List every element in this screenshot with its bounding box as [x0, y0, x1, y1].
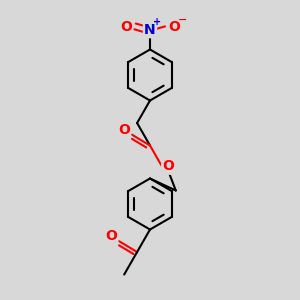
Text: O: O — [162, 160, 174, 173]
Text: −: − — [177, 14, 187, 25]
Text: +: + — [152, 16, 161, 27]
Text: O: O — [105, 229, 117, 243]
Text: O: O — [120, 20, 132, 34]
Text: O: O — [168, 20, 180, 34]
Text: O: O — [118, 123, 130, 136]
Text: N: N — [144, 23, 156, 37]
